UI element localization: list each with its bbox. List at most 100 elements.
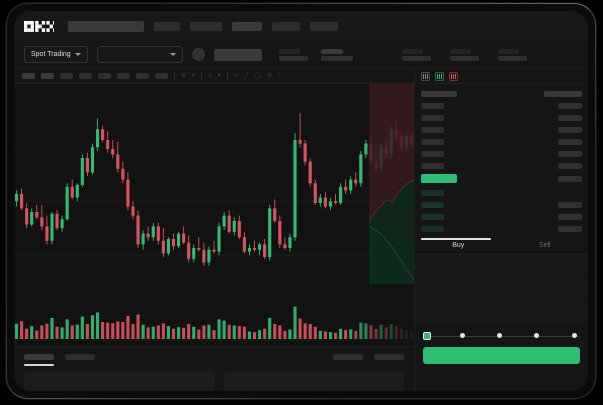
drawing-pencil-icon[interactable]: ╱	[244, 73, 249, 79]
bottom-action-2[interactable]	[374, 354, 404, 360]
bid-amount	[558, 225, 582, 232]
interval-1m[interactable]	[22, 73, 35, 79]
stat-high-24h	[320, 48, 353, 61]
chart-toolbar: ≣ ▾ ≡ ▾ ∿ ╱ ◯ ⚙ ⛶	[14, 69, 414, 84]
table-row[interactable]	[421, 137, 582, 146]
price-field[interactable]	[415, 255, 588, 278]
nav-item-4[interactable]	[272, 21, 300, 31]
amount-field[interactable]	[415, 278, 588, 301]
top-navigation-bar	[14, 11, 588, 41]
tab-open-orders[interactable]	[24, 354, 54, 366]
search-input[interactable]	[68, 20, 144, 32]
bid-price	[421, 225, 444, 232]
ask-price	[421, 150, 444, 157]
table-row[interactable]	[421, 188, 582, 197]
slider-step-50[interactable]	[497, 333, 502, 338]
nav-item-2[interactable]	[190, 21, 222, 31]
active-side-indicator	[421, 238, 491, 240]
stat-label	[497, 48, 519, 54]
pair-selector[interactable]	[96, 46, 183, 63]
order-form	[415, 254, 588, 324]
volume-plot	[14, 306, 414, 339]
chevron-down-icon[interactable]: ▾	[192, 73, 196, 79]
tab-open-orders-label	[24, 354, 54, 360]
submit-order-button[interactable]	[423, 347, 580, 364]
bottom-panel-left[interactable]	[24, 370, 215, 391]
column-header-price	[421, 90, 457, 97]
table-row[interactable]	[421, 113, 582, 122]
slider-step-75[interactable]	[534, 333, 539, 338]
table-row[interactable]	[421, 212, 582, 221]
chart-type-icon[interactable]: ≡	[208, 73, 212, 79]
orderbook-view-both-icon[interactable]	[421, 71, 430, 81]
nav-item-1[interactable]	[154, 21, 180, 31]
okx-logo-icon[interactable]	[24, 20, 54, 32]
interval-1d[interactable]	[117, 73, 130, 79]
ask-amount	[558, 102, 582, 109]
bid-price	[421, 201, 444, 208]
chevron-down-icon-2[interactable]: ▾	[217, 73, 221, 79]
nav-item-5[interactable]	[310, 21, 338, 31]
interval-15m[interactable]	[60, 73, 73, 79]
magnet-icon[interactable]: ◯	[254, 73, 261, 79]
stat-label	[449, 48, 471, 54]
amount-slider[interactable]	[423, 332, 580, 340]
market-type-selector[interactable]: Spot Trading	[24, 46, 88, 63]
fullscreen-icon[interactable]: ⛶	[278, 73, 283, 79]
table-row[interactable]	[421, 101, 582, 110]
slider-step-100[interactable]	[572, 333, 577, 338]
interval-5m[interactable]	[41, 73, 54, 79]
order-book-column: Buy Sell	[414, 69, 588, 391]
market-type-label: Spot Trading	[31, 51, 71, 58]
orderbook-view-modes	[415, 69, 588, 84]
ask-amount	[558, 114, 582, 121]
candlestick-plot	[14, 113, 414, 266]
chevron-down-icon	[74, 53, 81, 56]
bottom-panel-right[interactable]	[223, 370, 404, 391]
slider-step-25[interactable]	[460, 333, 465, 338]
chart-column: ≣ ▾ ≡ ▾ ∿ ╱ ◯ ⚙ ⛶	[14, 69, 414, 391]
table-row[interactable]	[421, 161, 582, 170]
bottom-tabs-bar	[14, 346, 414, 391]
toolbar-divider	[201, 72, 203, 80]
stat-value	[497, 55, 527, 61]
stat-label	[278, 48, 300, 54]
table-row[interactable]	[421, 125, 582, 134]
interval-4h[interactable]	[98, 73, 111, 79]
table-row[interactable]	[421, 200, 582, 209]
ask-price	[421, 114, 444, 121]
ask-amount	[558, 162, 582, 169]
orderbook-view-bids-icon[interactable]	[435, 71, 444, 81]
stat-value	[320, 55, 353, 61]
tab-order-history[interactable]	[65, 354, 95, 360]
table-row[interactable]	[421, 224, 582, 233]
app-screen: Spot Trading	[14, 11, 588, 391]
bid-price	[421, 213, 444, 220]
ask-price	[421, 102, 444, 109]
buy-tab[interactable]: Buy	[452, 242, 465, 249]
orderbook-view-asks-icon[interactable]	[449, 71, 458, 81]
ask-amount	[558, 150, 582, 157]
interval-1h[interactable]	[79, 73, 92, 79]
bottom-action-1[interactable]	[333, 354, 363, 360]
toolbar-divider	[174, 72, 175, 80]
table-row[interactable]	[421, 149, 582, 158]
nav-item-3[interactable]	[232, 21, 262, 31]
sell-tab[interactable]: Sell	[538, 242, 551, 249]
indicators-icon[interactable]: ≣	[181, 73, 187, 79]
active-tab-underline	[24, 364, 54, 366]
line-chart-icon[interactable]: ∿	[233, 73, 239, 79]
slider-knob[interactable]	[423, 332, 431, 340]
candlestick-chart[interactable]	[14, 84, 414, 298]
volume-chart[interactable]	[14, 298, 414, 346]
bid-price	[421, 189, 444, 196]
stat-volume-usd	[497, 48, 527, 61]
bottom-tab-row	[24, 354, 404, 366]
stat-value	[278, 55, 308, 61]
tab-order-history-label	[65, 354, 95, 360]
total-field[interactable]	[415, 301, 588, 324]
pair-avatar-icon	[191, 48, 205, 61]
interval-1w[interactable]	[136, 73, 149, 79]
settings-gear-icon[interactable]: ⚙	[266, 73, 273, 79]
interval-more[interactable]	[155, 73, 168, 79]
